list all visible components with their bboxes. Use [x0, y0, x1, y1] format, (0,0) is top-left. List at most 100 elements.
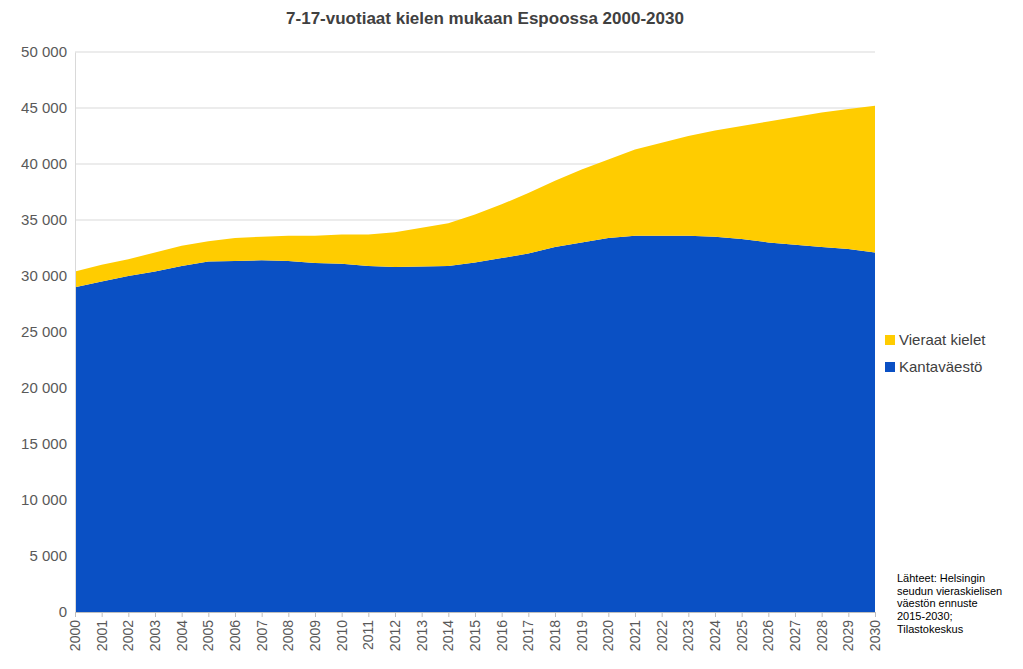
x-tick-label: 2010 [334, 620, 350, 651]
x-tick-mark [742, 612, 743, 617]
x-tick-label: 2002 [120, 620, 136, 651]
y-tick-label: 45 000 [21, 99, 67, 116]
area-series [75, 236, 875, 612]
legend-label: Kantaväestö [899, 358, 982, 375]
y-tick: 25 000 [21, 323, 75, 340]
x-tick-mark [75, 612, 76, 617]
x-tick: 2016 [494, 612, 510, 651]
x-tick-mark [475, 612, 476, 617]
x-tick-label: 2017 [520, 620, 536, 651]
x-tick-mark [662, 612, 663, 617]
x-tick: 2013 [414, 612, 430, 651]
x-tick-label: 2028 [814, 620, 830, 651]
x-tick-mark [822, 612, 823, 617]
x-tick-mark [848, 612, 849, 617]
y-tick: 35 000 [21, 211, 75, 228]
grid [75, 52, 875, 612]
x-tick-label: 2015 [467, 620, 483, 651]
y-tick: 0 [59, 603, 75, 620]
area-series [75, 106, 875, 287]
x-tick: 2024 [707, 612, 723, 651]
x-tick: 2021 [627, 612, 643, 651]
y-tick: 15 000 [21, 435, 75, 452]
x-tick-mark [635, 612, 636, 617]
y-tick-label: 25 000 [21, 323, 67, 340]
grid-line [75, 52, 875, 53]
x-tick-label: 2016 [494, 620, 510, 651]
x-tick-mark [582, 612, 583, 617]
annotation-line: seudun vieraskielisen [897, 585, 1002, 597]
x-tick-label: 2026 [760, 620, 776, 651]
x-tick-label: 2019 [574, 620, 590, 651]
y-tick: 40 000 [21, 155, 75, 172]
chart: 0 5 000 10 000 15 000 20 000 25 000 30 000 35 0… [0, 0, 1023, 669]
x-tick: 2026 [760, 612, 776, 651]
legend: Vieraat kielet Kantaväestö [885, 331, 986, 375]
y-tick: 45 000 [21, 99, 75, 116]
x-tick-mark [448, 612, 449, 617]
x-tick-label: 2006 [227, 620, 243, 651]
legend-swatch [885, 335, 895, 345]
y-tick-label: 20 000 [21, 379, 67, 396]
x-tick-label: 2009 [307, 620, 323, 651]
x-tick-label: 2013 [414, 620, 430, 651]
y-tick-label: 40 000 [21, 155, 67, 172]
x-tick: 2012 [387, 612, 403, 651]
y-axis-line [75, 53, 76, 613]
x-tick: 2019 [574, 612, 590, 651]
x-tick: 2008 [280, 612, 296, 651]
x-tick-mark [368, 612, 369, 617]
x-tick-label: 2011 [360, 620, 376, 650]
x-tick-label: 2004 [174, 620, 190, 651]
x-tick-mark [715, 612, 716, 617]
x-tick-label: 2000 [67, 620, 83, 651]
x-tick-mark [555, 612, 556, 617]
x-tick-mark [608, 612, 609, 617]
x-tick: 2003 [147, 612, 163, 651]
x-tick-mark [688, 612, 689, 617]
x-tick: 2025 [734, 612, 750, 651]
y-tick-label: 35 000 [21, 211, 67, 228]
x-tick-label: 2005 [200, 620, 216, 651]
x-tick-mark [315, 612, 316, 617]
x-tick-label: 2023 [680, 620, 696, 651]
x-tick-mark [102, 612, 103, 617]
y-tick-label: 10 000 [21, 491, 67, 508]
x-tick: 2010 [334, 612, 350, 651]
y-tick-label: 50 000 [21, 43, 67, 60]
x-tick-mark [768, 612, 769, 617]
y-tick-label: 5 000 [29, 547, 67, 564]
y-tick: 10 000 [21, 491, 75, 508]
annotation-line: 2015-2030; [897, 610, 953, 622]
x-tick-label: 2014 [440, 620, 456, 651]
x-tick-mark [155, 612, 156, 617]
x-tick: 2020 [600, 612, 616, 651]
x-tick: 2004 [174, 612, 190, 651]
y-tick-label: 15 000 [21, 435, 67, 452]
x-tick-label: 2008 [280, 620, 296, 651]
x-tick-mark [875, 612, 876, 617]
title: 7-17-vuotiaat kielen mukaan Espoossa 200… [286, 9, 684, 28]
x-tick: 2018 [547, 612, 563, 651]
x-tick: 2007 [254, 612, 270, 651]
x-tick: 2009 [307, 612, 323, 651]
plot-area [75, 106, 875, 612]
x-tick-mark [422, 612, 423, 617]
x-tick-label: 2021 [627, 620, 643, 651]
x-tick: 2006 [227, 612, 243, 651]
x-tick-mark [208, 612, 209, 617]
y-tick: 30 000 [21, 267, 75, 284]
x-tick: 2014 [440, 612, 456, 651]
x-tick-label: 2018 [547, 620, 563, 651]
x-tick-mark [795, 612, 796, 617]
y-axis: 0 5 000 10 000 15 000 20 000 25 000 30 000 35 0… [21, 43, 75, 620]
x-tick-mark [262, 612, 263, 617]
y-tick-label: 0 [59, 603, 67, 620]
x-tick-mark [128, 612, 129, 617]
legend-label: Vieraat kielet [899, 331, 986, 348]
x-tick-label: 2012 [387, 620, 403, 651]
x-tick-label: 2022 [654, 620, 670, 651]
x-tick-mark [502, 612, 503, 617]
x-tick-label: 2020 [600, 620, 616, 651]
x-tick: 2023 [680, 612, 696, 651]
